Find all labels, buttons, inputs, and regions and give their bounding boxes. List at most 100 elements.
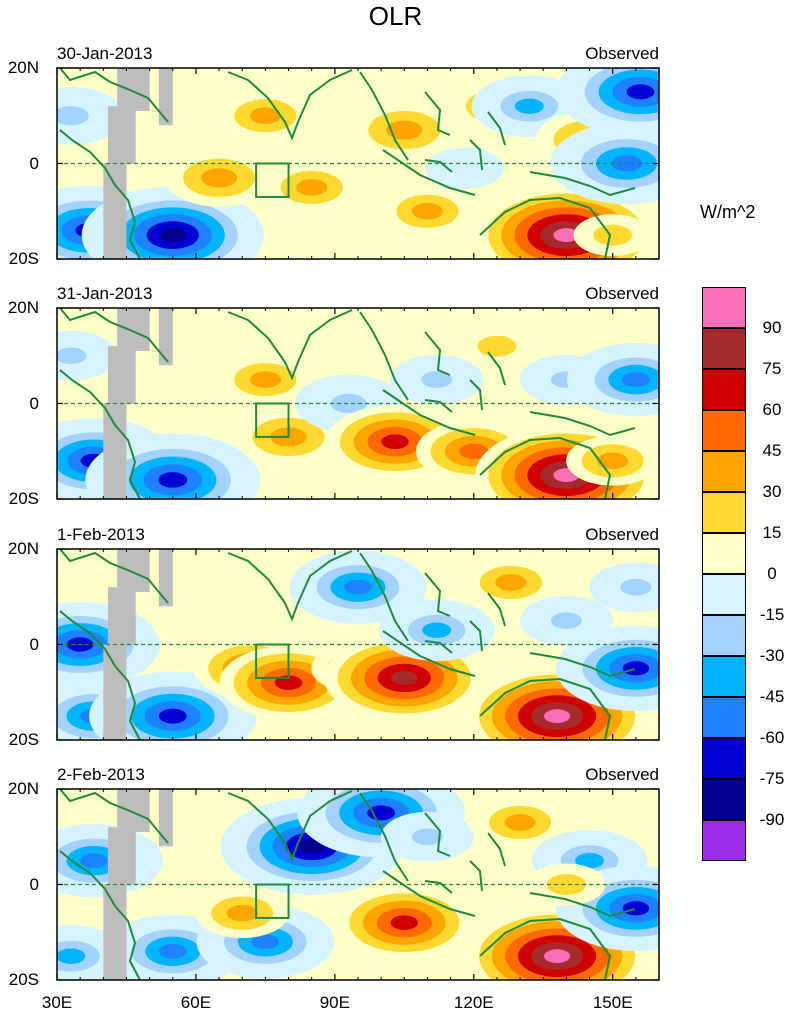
y-tick-label: 20N bbox=[7, 58, 39, 77]
coastline bbox=[359, 71, 409, 161]
coastline bbox=[227, 550, 353, 622]
colorbar-level-label: -75 bbox=[759, 769, 785, 788]
olr-contour-p2-f13-l5 bbox=[622, 372, 650, 387]
coastline bbox=[479, 196, 612, 259]
olr-contour-p1-f12-l7 bbox=[553, 228, 580, 243]
olr-contour-p2-f6-l3 bbox=[330, 393, 367, 414]
coastline bbox=[424, 91, 451, 136]
coastline bbox=[59, 369, 141, 499]
x-tick-label: 120E bbox=[453, 993, 494, 1012]
olr-contour-p4-f1-l5 bbox=[80, 853, 108, 868]
colorbar-level-label: 15 bbox=[762, 523, 782, 542]
colorbar-level-label: 60 bbox=[762, 400, 782, 419]
y-tick-label: 0 bbox=[29, 393, 39, 413]
coastline bbox=[469, 139, 483, 171]
colorbar-level-label: -45 bbox=[759, 687, 785, 706]
colorbar-swatch bbox=[702, 328, 746, 369]
coastline bbox=[487, 592, 506, 627]
missing-data-region bbox=[117, 68, 150, 111]
olr-contour-p1-f3-l7 bbox=[159, 228, 186, 243]
coastline bbox=[529, 892, 636, 918]
olr-contour-p2-f2-l3 bbox=[57, 347, 87, 365]
coastline bbox=[469, 379, 483, 411]
colorbar-level-label: -30 bbox=[759, 646, 785, 665]
olr-contour-p4-f14-l2 bbox=[546, 874, 586, 895]
y-tick-label: 20S bbox=[8, 489, 39, 508]
coastline bbox=[359, 311, 409, 401]
coastline bbox=[469, 620, 483, 652]
region-box bbox=[255, 402, 290, 438]
olr-contour-p2-f3-l6 bbox=[158, 472, 188, 488]
panel-date-label: 30-Jan-2013 bbox=[57, 44, 153, 63]
coastline bbox=[479, 436, 612, 499]
olr-contour-p2-f10-l2 bbox=[477, 335, 517, 357]
y-tick-label: 20S bbox=[8, 730, 39, 749]
olr-contour-p1-f11-l4 bbox=[514, 98, 544, 114]
coastline bbox=[227, 790, 353, 862]
olr-contour-p1-f9-l2 bbox=[444, 157, 485, 179]
colorbar-swatch bbox=[702, 820, 746, 861]
panel-source-label: Observed bbox=[585, 284, 659, 303]
olr-contour-p1-f6-l3 bbox=[296, 179, 328, 196]
colorbar-swatch bbox=[702, 738, 746, 779]
colorbar-level-label: -60 bbox=[759, 728, 785, 747]
coastline bbox=[424, 812, 451, 857]
colorbar-swatch bbox=[702, 287, 746, 328]
olr-contour-p4-f4-l5 bbox=[251, 934, 280, 950]
olr-contour-p3-f14-l3 bbox=[620, 578, 652, 596]
coastline bbox=[382, 389, 476, 436]
olr-contour-p1-f4-l3 bbox=[201, 168, 238, 188]
coastline bbox=[227, 69, 353, 141]
y-tick-label: 20N bbox=[7, 539, 39, 558]
olr-contour-p3-f8-l5 bbox=[344, 579, 372, 595]
y-tick-label: 20N bbox=[7, 298, 39, 317]
colorbar-swatch bbox=[702, 492, 746, 533]
coastline bbox=[424, 640, 453, 654]
olr-contour-p4-f3-l5 bbox=[158, 944, 187, 959]
olr-contour-p3-f3-l6 bbox=[158, 708, 187, 724]
missing-data-region bbox=[158, 789, 173, 847]
missing-data-region bbox=[107, 587, 136, 645]
colorbar-level-label: -15 bbox=[759, 605, 785, 624]
panel-date-label: 1-Feb-2013 bbox=[57, 525, 145, 544]
olr-contour-p2-f8-l3 bbox=[421, 371, 453, 388]
colorbar-level-label: 75 bbox=[762, 359, 782, 378]
missing-data-region bbox=[117, 789, 150, 832]
region-box bbox=[255, 643, 290, 679]
coastline bbox=[424, 572, 451, 617]
coastline bbox=[469, 860, 483, 892]
olr-contour-p1-f15-l6 bbox=[626, 84, 655, 100]
olr-contour-p2-f9-l4 bbox=[459, 443, 489, 459]
colorbar-swatch bbox=[702, 369, 746, 410]
olr-contour-p3-f10-l3 bbox=[495, 574, 527, 591]
colorbar-units-label: W/m^2 bbox=[700, 202, 756, 222]
missing-data-region bbox=[107, 827, 136, 885]
coastline bbox=[529, 411, 636, 437]
coastline bbox=[382, 870, 476, 917]
coastline bbox=[59, 129, 141, 259]
y-tick-label: 20S bbox=[8, 249, 39, 268]
coastline bbox=[382, 630, 476, 677]
coastline bbox=[59, 850, 141, 980]
olr-contour-p4-f2-l4 bbox=[57, 948, 86, 964]
coastline bbox=[487, 832, 506, 867]
colorbar-level-label: 30 bbox=[762, 482, 782, 501]
colorbar-level-label: 0 bbox=[767, 564, 777, 583]
colorbar-swatch bbox=[702, 656, 746, 697]
panel-date-label: 31-Jan-2013 bbox=[57, 284, 153, 303]
missing-data-region bbox=[158, 308, 173, 366]
olr-contour-p3-f12-l3 bbox=[550, 612, 582, 629]
x-tick-label: 150E bbox=[592, 993, 633, 1012]
y-tick-label: 20S bbox=[8, 970, 39, 989]
olr-contour-p4-f10-l3 bbox=[504, 814, 536, 831]
region-box bbox=[255, 883, 290, 919]
x-tick-label: 60E bbox=[180, 993, 212, 1012]
coastline bbox=[529, 652, 636, 678]
y-tick-label: 0 bbox=[29, 634, 39, 654]
colorbar-swatch bbox=[702, 615, 746, 656]
panel-source-label: Observed bbox=[585, 765, 659, 784]
olr-contour-p4-f12-l4 bbox=[575, 852, 604, 869]
